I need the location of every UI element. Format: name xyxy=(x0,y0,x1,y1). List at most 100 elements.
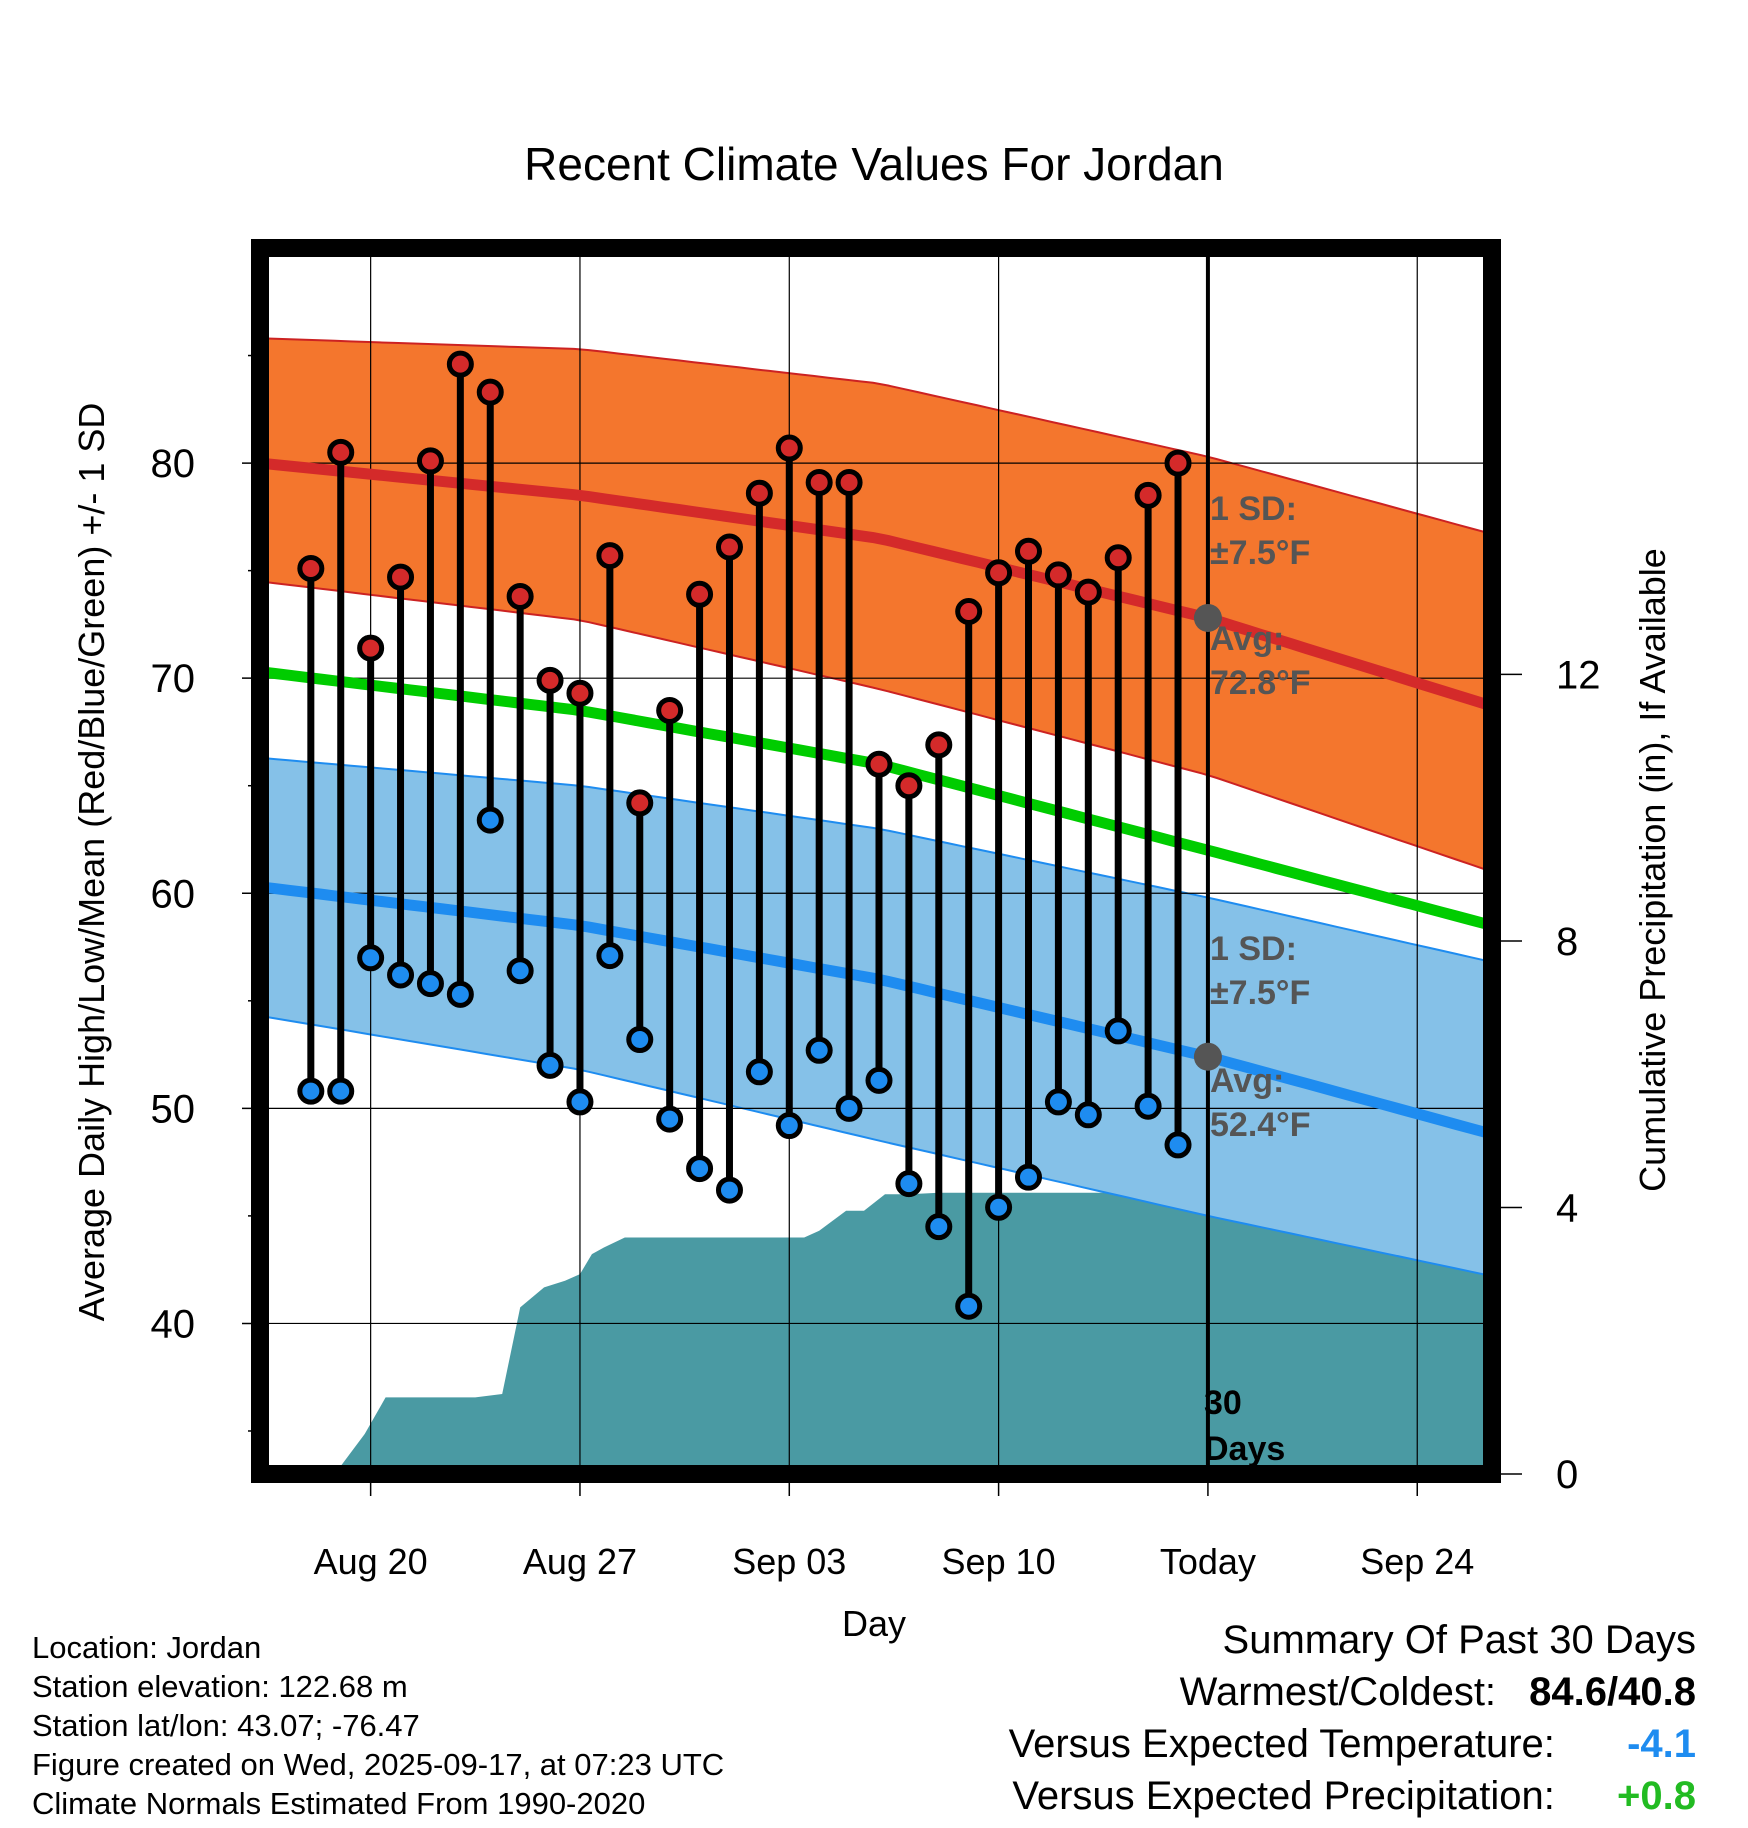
daily-low-point xyxy=(686,1155,714,1183)
daily-low-point xyxy=(1015,1163,1043,1191)
daily-high-point xyxy=(656,696,684,724)
daily-low-point xyxy=(895,1170,923,1198)
summary-precip-value: +0.8 xyxy=(1617,1774,1696,1818)
daily-high-point xyxy=(476,378,504,406)
y2-axis-label: Cumulative Precipitation (in), If Availa… xyxy=(1632,548,1673,1192)
figure-created: Figure created on Wed, 2025-09-17, at 07… xyxy=(32,1747,725,1782)
daily-low-point xyxy=(955,1292,983,1320)
y-tick-label: 80 xyxy=(151,442,196,486)
station-location: Location: Jordan xyxy=(32,1630,262,1665)
days-word-label: Days xyxy=(1204,1430,1285,1468)
daily-low-point xyxy=(1044,1088,1072,1116)
daily-low-point xyxy=(1164,1131,1192,1159)
daily-high-point xyxy=(596,542,624,570)
daily-high-point xyxy=(745,479,773,507)
days-count-label: 30 xyxy=(1204,1384,1242,1422)
low-sd-label: 1 SD: xyxy=(1210,930,1297,968)
x-tick-label: Sep 03 xyxy=(732,1541,846,1582)
annotations: 1 SD: ±7.5°F Avg: 72.8°F 1 SD: ±7.5°F Av… xyxy=(1204,490,1311,1468)
summary-temp-label: Versus Expected Temperature: xyxy=(1008,1722,1555,1766)
station-elevation: Station elevation: 122.68 m xyxy=(32,1669,408,1704)
summary-temp-value: -4.1 xyxy=(1627,1722,1696,1766)
climate-normals-note: Climate Normals Estimated From 1990-2020 xyxy=(32,1786,646,1821)
daily-low-point xyxy=(536,1051,564,1079)
daily-low-point xyxy=(865,1066,893,1094)
daily-high-point xyxy=(357,634,385,662)
daily-high-point xyxy=(1074,578,1102,606)
plot-frame xyxy=(251,239,1501,1483)
daily-high-point xyxy=(775,434,803,462)
today-high-avg-dot xyxy=(1193,603,1222,632)
x-tick-label: Aug 27 xyxy=(523,1541,637,1582)
high-avg-line xyxy=(260,457,1488,710)
y-tick-label: 60 xyxy=(151,872,196,916)
daily-low-point xyxy=(835,1094,863,1122)
y-tick-label: 70 xyxy=(151,657,196,701)
y-tick-label: 40 xyxy=(151,1302,196,1346)
low-sd-value: ±7.5°F xyxy=(1210,974,1310,1012)
today-low-avg-dot xyxy=(1193,1042,1222,1071)
summary-panel: Summary Of Past 30 Days Warmest/Coldest:… xyxy=(900,1618,1696,1824)
daily-high-point xyxy=(1104,544,1132,572)
daily-low-point xyxy=(327,1077,355,1105)
high-sd-label: 1 SD: xyxy=(1210,490,1297,528)
daily-low-point xyxy=(357,944,385,972)
low-avg-value: 52.4°F xyxy=(1210,1106,1311,1144)
summary-warmest-label: Warmest/Coldest: xyxy=(1179,1670,1497,1714)
daily-high-point xyxy=(1044,561,1072,589)
daily-high-point xyxy=(985,559,1013,587)
daily-low-point xyxy=(626,1026,654,1054)
daily-low-point xyxy=(745,1058,773,1086)
daily-high-point xyxy=(865,750,893,778)
daily-high-point xyxy=(1015,537,1043,565)
y2-tick-label: 4 xyxy=(1556,1186,1578,1230)
daily-high-point xyxy=(715,533,743,561)
daily-high-point xyxy=(955,597,983,625)
summary-title: Summary Of Past 30 Days xyxy=(1222,1618,1696,1662)
daily-low-point xyxy=(566,1088,594,1116)
low-avg-line xyxy=(260,881,1488,1138)
daily-high-point xyxy=(566,679,594,707)
summary-precip-label: Versus Expected Precipitation: xyxy=(1012,1774,1555,1818)
x-tick-label: Sep 24 xyxy=(1360,1541,1474,1582)
chart-title: Recent Climate Values For Jordan xyxy=(524,138,1224,190)
summary-warmest-value: 84.6/40.8 xyxy=(1529,1670,1696,1714)
daily-low-point xyxy=(656,1105,684,1133)
daily-high-point xyxy=(416,447,444,475)
daily-high-point xyxy=(626,789,654,817)
station-latlon: Station lat/lon: 43.07; -76.47 xyxy=(32,1708,420,1743)
daily-high-point xyxy=(835,468,863,496)
station-info: Location: Jordan Station elevation: 122.… xyxy=(32,1628,724,1823)
y2-tick-label: 0 xyxy=(1556,1453,1578,1497)
y2-tick-label: 12 xyxy=(1556,653,1601,697)
high-sd-value: ±7.5°F xyxy=(1210,534,1310,572)
daily-low-point xyxy=(416,970,444,998)
x-tick-label: Sep 10 xyxy=(942,1541,1056,1582)
precip-area xyxy=(334,1192,1492,1474)
daily-high-point xyxy=(925,731,953,759)
daily-low-point xyxy=(476,806,504,834)
summary-warmest-row: Warmest/Coldest: 84.6/40.8 xyxy=(1180,1670,1696,1715)
summary-precip-row: Versus Expected Precipitation: +0.8 xyxy=(1012,1774,1696,1819)
x-tick-label: Today xyxy=(1160,1541,1256,1582)
daily-high-point xyxy=(1164,449,1192,477)
daily-high-point xyxy=(805,468,833,496)
daily-low-point xyxy=(506,957,534,985)
low-avg-label: Avg: xyxy=(1210,1062,1284,1100)
daily-low-point xyxy=(805,1036,833,1064)
high-avg-label: Avg: xyxy=(1210,620,1284,658)
daily-low-point xyxy=(1104,1017,1132,1045)
daily-low-point xyxy=(446,980,474,1008)
axes: 40 50 60 70 80 0 4 8 12 Aug 20 Aug 27 Sep 03 Sep 10 T… xyxy=(151,354,1601,1582)
daily-high-point xyxy=(686,580,714,608)
daily-low-point xyxy=(596,942,624,970)
y2-tick-label: 8 xyxy=(1556,920,1578,964)
x-axis-label: Day xyxy=(842,1603,906,1644)
low-sd-band xyxy=(260,756,1487,1277)
plot-content xyxy=(260,248,1492,1474)
daily-high-point xyxy=(327,438,355,466)
high-avg-value: 72.8°F xyxy=(1210,664,1311,702)
y-tick-label: 50 xyxy=(151,1087,196,1131)
summary-temp-row: Versus Expected Temperature: -4.1 xyxy=(1009,1722,1696,1767)
